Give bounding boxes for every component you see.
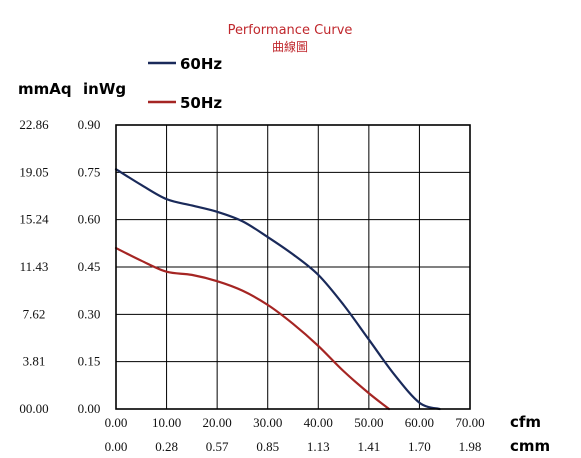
y-tick-labels-inwg: 0.90 0.75 0.60 0.45 0.30 0.15 0.00 <box>78 117 101 416</box>
y-tick-label-mmaq: 3.81 <box>23 354 46 369</box>
x-tick-label-cfm: 30.00 <box>253 415 282 430</box>
x-tick-label-cmm: 1.13 <box>307 439 330 454</box>
x-tick-labels-cfm: 0.00 10.00 20.00 30.00 40.00 50.00 60.00 70.00 <box>105 415 485 430</box>
legend-label-50hz: 50Hz <box>180 94 222 112</box>
y-tick-label-inwg: 0.75 <box>78 164 101 179</box>
x-tick-labels-cmm: 0.00 0.28 0.57 0.85 1.13 1.41 1.70 1.98 <box>105 439 482 454</box>
x-tick-label-cmm: 1.98 <box>459 439 482 454</box>
y-tick-label-inwg: 0.30 <box>78 306 101 321</box>
y-tick-label-inwg: 0.90 <box>78 117 101 132</box>
x-tick-label-cfm: 10.00 <box>152 415 181 430</box>
x-tick-label-cfm: 0.00 <box>105 415 128 430</box>
y-tick-label-inwg: 0.45 <box>78 259 101 274</box>
y-tick-label-mmaq: 22.86 <box>19 117 49 132</box>
y-tick-label-mmaq: 7.62 <box>23 306 46 321</box>
y-tick-label-mmaq: 15.24 <box>19 212 49 227</box>
x-tick-label-cfm: 20.00 <box>203 415 232 430</box>
x-tick-label-cmm: 0.57 <box>206 439 229 454</box>
chart-title: Performance Curve <box>228 23 353 38</box>
x-tick-label-cmm: 0.00 <box>105 439 128 454</box>
plot-grid <box>116 125 470 409</box>
x-tick-label-cfm: 40.00 <box>304 415 333 430</box>
legend-label-60hz: 60Hz <box>180 55 222 73</box>
y-tick-label-inwg: 0.15 <box>78 354 101 369</box>
chart-subtitle: 曲線圖 <box>272 39 308 54</box>
y-tick-labels-mmaq: 22.86 19.05 15.24 11.43 7.62 3.81 00.00 <box>19 117 49 416</box>
x-tick-label-cmm: 0.28 <box>155 439 178 454</box>
x-tick-label-cmm: 1.41 <box>357 439 380 454</box>
y-unit-inwg: inWg <box>83 80 126 98</box>
series-line-60hz <box>114 168 441 411</box>
x-unit-cfm: cfm <box>510 413 541 431</box>
x-unit-cmm: cmm <box>510 437 550 455</box>
y-tick-label-inwg: 0.00 <box>78 401 101 416</box>
x-tick-label-cmm: 1.70 <box>408 439 431 454</box>
series-lines <box>114 168 441 411</box>
x-tick-label-cfm: 50.00 <box>354 415 383 430</box>
plot-frame <box>115 124 471 410</box>
y-tick-label-mmaq: 00.00 <box>19 401 48 416</box>
y-unit-mmaq: mmAq <box>18 80 72 98</box>
y-tick-label-inwg: 0.60 <box>78 212 101 227</box>
x-tick-label-cmm: 0.85 <box>256 439 279 454</box>
x-tick-label-cfm: 70.00 <box>455 415 484 430</box>
series-line-50hz <box>114 246 391 411</box>
legend: 60Hz 50Hz <box>148 55 222 112</box>
x-tick-label-cfm: 60.00 <box>405 415 434 430</box>
y-tick-label-mmaq: 11.43 <box>20 259 49 274</box>
y-tick-label-mmaq: 19.05 <box>19 164 48 179</box>
